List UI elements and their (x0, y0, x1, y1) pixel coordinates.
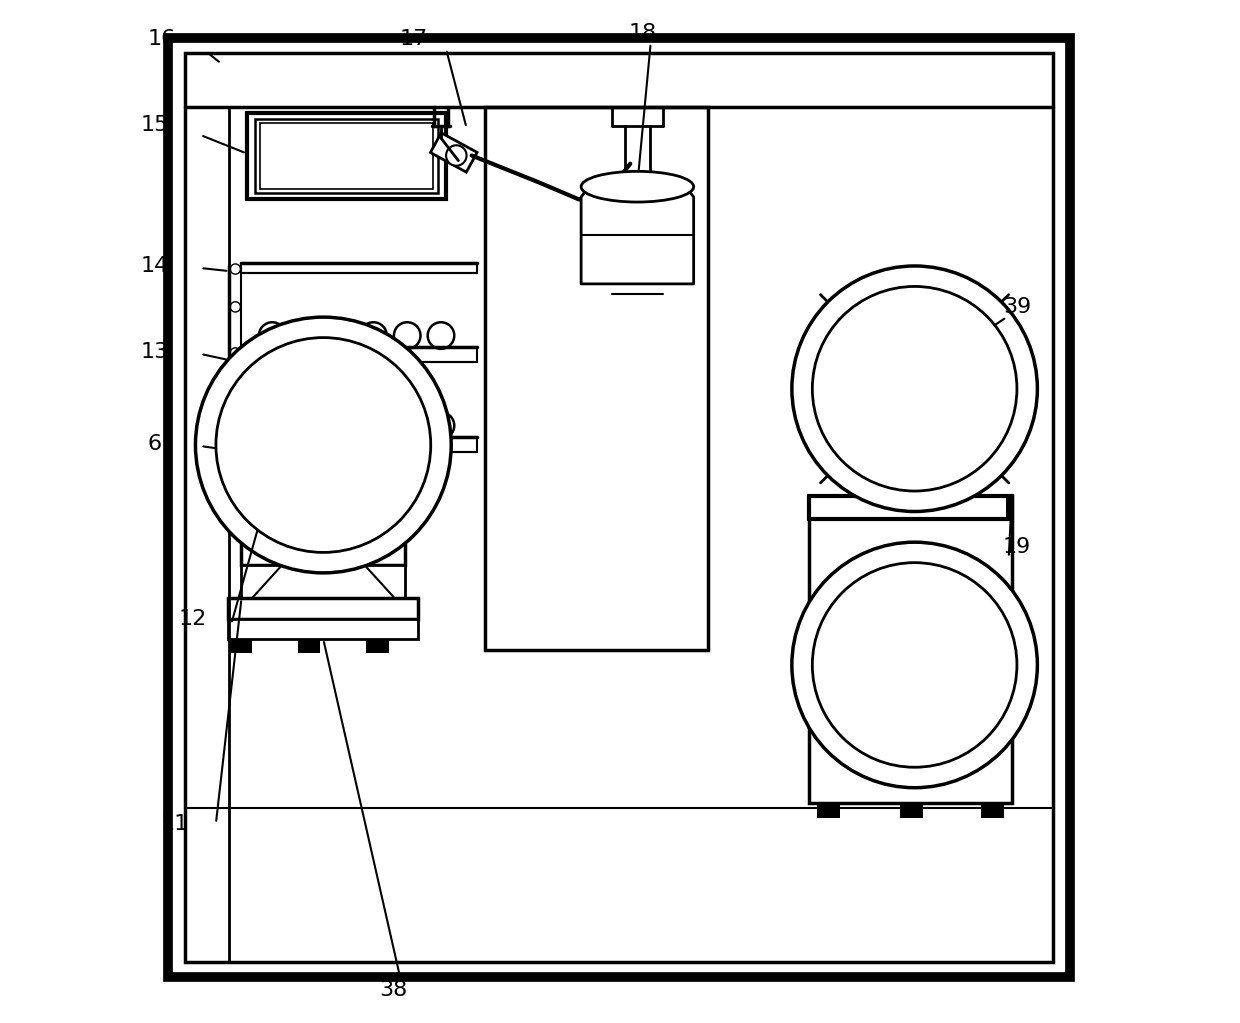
Polygon shape (582, 186, 693, 283)
Bar (247, 113, 446, 199)
Text: 18: 18 (629, 23, 657, 43)
Circle shape (293, 412, 319, 439)
Bar (229, 639, 252, 653)
Bar (242, 263, 476, 273)
Bar (366, 639, 389, 653)
Bar (228, 598, 418, 619)
Bar (242, 437, 476, 452)
Text: 6: 6 (148, 434, 161, 454)
Ellipse shape (582, 171, 693, 203)
Text: 14: 14 (140, 256, 169, 276)
Circle shape (792, 542, 1038, 788)
Text: 13: 13 (140, 342, 169, 362)
Text: 19: 19 (1003, 537, 1030, 558)
Bar (430, 133, 477, 172)
Text: 39: 39 (1003, 297, 1030, 317)
Circle shape (196, 317, 451, 573)
Bar (242, 347, 476, 362)
Circle shape (231, 348, 241, 358)
Bar (485, 107, 708, 650)
Circle shape (394, 412, 420, 439)
Bar (1006, 496, 1014, 519)
Bar (900, 803, 923, 818)
Circle shape (446, 145, 466, 166)
Text: 17: 17 (399, 29, 428, 49)
Bar (185, 53, 1053, 962)
Bar (596, 303, 619, 317)
Bar (817, 803, 839, 818)
Bar (260, 123, 433, 189)
Text: 38: 38 (378, 980, 407, 1000)
Circle shape (259, 322, 285, 349)
Bar (242, 565, 405, 598)
Text: 20: 20 (951, 665, 980, 685)
Circle shape (326, 412, 353, 439)
Circle shape (231, 264, 241, 274)
Circle shape (428, 322, 454, 349)
Bar (981, 803, 1003, 818)
Circle shape (360, 412, 387, 439)
Text: 11: 11 (161, 813, 190, 834)
Bar (298, 639, 320, 653)
Bar (810, 496, 1012, 519)
Bar (656, 303, 678, 317)
Circle shape (231, 438, 241, 448)
Bar (228, 619, 418, 639)
Bar (167, 38, 1070, 977)
Circle shape (326, 322, 353, 349)
Circle shape (394, 322, 420, 349)
Bar (242, 544, 405, 565)
Circle shape (812, 286, 1017, 491)
Circle shape (812, 563, 1017, 767)
Circle shape (792, 266, 1038, 512)
Text: 12: 12 (179, 609, 207, 629)
Circle shape (231, 396, 241, 406)
Circle shape (293, 322, 319, 349)
Circle shape (360, 322, 387, 349)
Text: 15: 15 (140, 115, 169, 135)
Text: 16: 16 (148, 29, 176, 49)
Bar (810, 496, 1012, 803)
Circle shape (231, 302, 241, 312)
Circle shape (259, 412, 285, 439)
Bar (254, 119, 438, 193)
Circle shape (216, 338, 430, 552)
Circle shape (428, 412, 454, 439)
